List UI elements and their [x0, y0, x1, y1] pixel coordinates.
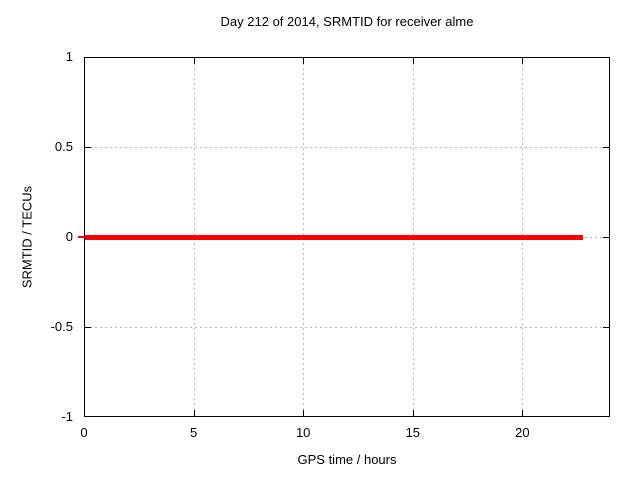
y-tick-label: 0 — [65, 229, 73, 244]
tick-mark — [85, 327, 91, 328]
x-tick-label: 15 — [405, 425, 421, 440]
tick-mark — [603, 237, 609, 238]
y-tick-label: -0.5 — [50, 319, 73, 334]
tick-mark — [412, 410, 414, 416]
tick-mark — [303, 58, 305, 64]
tick-mark — [193, 410, 195, 416]
x-tick-label: 5 — [189, 425, 198, 440]
tick-mark — [412, 58, 414, 64]
data-line-srmtid — [85, 234, 583, 240]
tick-mark — [193, 58, 195, 64]
data-line-left-cap — [78, 236, 84, 238]
y-tick-label: -1 — [61, 409, 73, 424]
y-tick-label: 1 — [65, 49, 73, 64]
plot-area — [84, 57, 610, 417]
x-axis-label: GPS time / hours — [297, 452, 397, 467]
gridline-horizontal — [85, 327, 609, 328]
tick-mark — [522, 410, 524, 416]
x-tick-label: 10 — [295, 425, 311, 440]
tick-mark — [603, 147, 609, 148]
tick-mark — [603, 327, 609, 328]
chart-title: Day 212 of 2014, SRMTID for receiver alm… — [220, 14, 474, 29]
gridline-horizontal — [85, 147, 609, 148]
x-tick-label: 20 — [515, 425, 530, 440]
x-tick-label: 0 — [80, 425, 88, 440]
tick-mark — [303, 410, 305, 416]
y-tick-label: 0.5 — [54, 139, 73, 154]
tick-mark — [85, 147, 91, 148]
tick-mark — [522, 58, 524, 64]
